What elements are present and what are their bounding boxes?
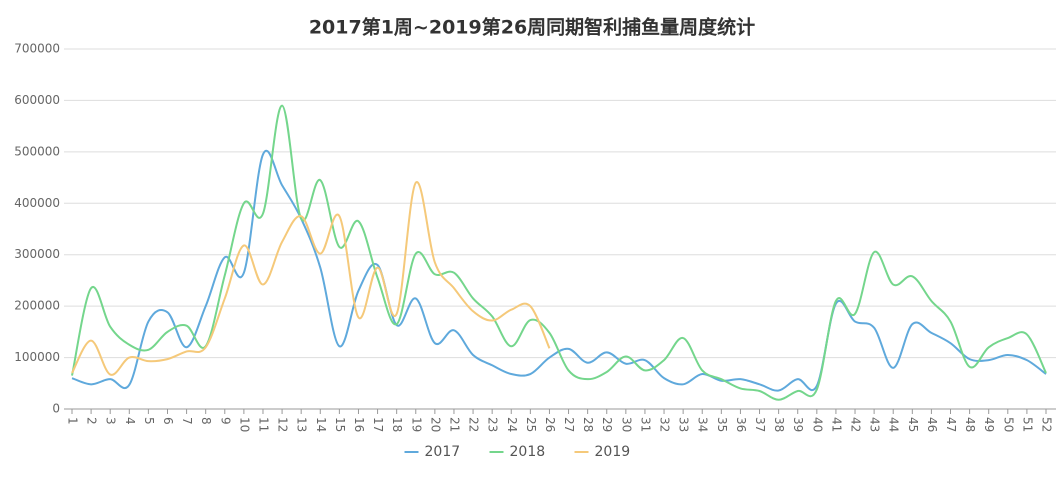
x-tick-label: 32 [658,417,672,432]
x-tick-label: 50 [1001,417,1015,432]
x-tick-label: 23 [486,417,500,432]
x-tick-label: 43 [868,417,882,432]
y-tick-label: 0 [52,402,60,416]
x-tick-label: 16 [352,417,366,432]
x-tick-label: 51 [1020,417,1034,432]
y-tick-label: 400000 [14,196,60,210]
x-tick-label: 21 [447,417,461,432]
x-tick-label: 10 [237,417,251,432]
x-tick-label: 37 [753,417,767,432]
x-tick-label: 18 [390,417,404,432]
x-tick-label: 14 [314,417,328,432]
x-tick-label: 26 [543,417,557,432]
x-tick-label: 25 [524,417,538,432]
x-tick-label: 38 [772,417,786,432]
chart-title: 2017第1周~2019第26周同期智利捕鱼量周度统计 [309,16,755,39]
x-tick-label: 45 [906,417,920,432]
x-tick-label: 34 [696,417,710,432]
series-line [71,181,551,376]
x-tick-label: 48 [963,417,977,432]
x-tick-label: 49 [982,417,996,432]
x-tick-label: 17 [371,417,385,432]
x-tick-label: 15 [333,417,347,432]
x-tick-label: 9 [218,417,232,425]
x-tick-label: 3 [104,417,118,425]
y-tick-label: 100000 [14,350,60,364]
legend-label: 2017 [425,444,461,460]
y-tick-label: 600000 [14,93,60,107]
x-tick-label: 52 [1040,417,1054,432]
x-tick-label: 28 [581,417,595,432]
x-tick-label: 22 [467,417,481,432]
legend: 2017 2018 2019 [404,444,631,460]
series-line [71,150,1047,392]
y-tick-label: 300000 [14,247,60,261]
y-tick-label: 200000 [14,299,60,313]
x-tick-label: 13 [295,417,309,432]
legend-label: 2019 [595,444,631,460]
x-tick-label: 12 [276,417,290,432]
series-line [71,104,1047,401]
x-tick-label: 1 [66,417,80,425]
x-tick-label: 19 [409,417,423,432]
x-tick-label: 5 [142,417,156,425]
x-tick-label: 24 [505,417,519,432]
legend-label: 2018 [510,444,546,460]
x-tick-label: 20 [428,417,442,432]
x-tick-label: 47 [944,417,958,432]
x-tick-label: 40 [810,417,824,432]
x-tick-label: 7 [180,417,194,425]
y-tick-label: 700000 [14,42,60,56]
x-tick-label: 31 [638,417,652,432]
x-tick-label: 41 [829,417,843,432]
x-tick-label: 4 [123,417,137,425]
x-tick-label: 29 [600,417,614,432]
x-tick-label: 33 [677,417,691,432]
x-tick-label: 44 [887,417,901,432]
x-tick-label: 27 [562,417,576,432]
x-tick-label: 30 [619,417,633,432]
x-tick-label: 11 [256,417,270,432]
x-tick-label: 36 [734,417,748,432]
x-tick-label: 42 [849,417,863,432]
x-tick-label: 46 [925,417,939,432]
x-tick-label: 35 [715,417,729,432]
x-tick-label: 2 [85,417,99,425]
x-tick-label: 39 [791,417,805,432]
x-tick-label: 8 [199,417,213,425]
y-tick-label: 500000 [14,144,60,158]
x-tick-label: 6 [161,417,175,425]
